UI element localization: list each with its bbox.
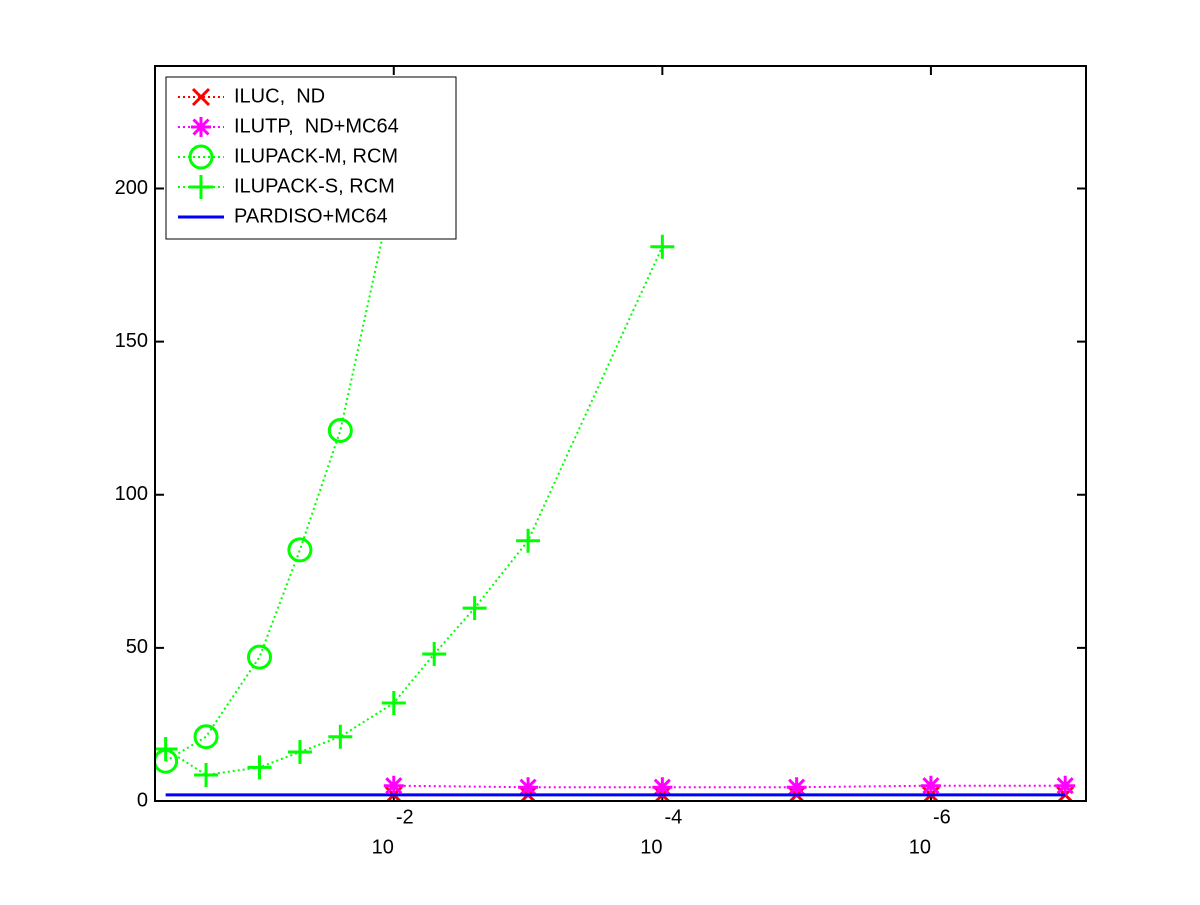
legend-label: ILUPACK-M, RCM	[234, 145, 398, 167]
marker-star	[786, 777, 807, 798]
y-tick-label: 200	[115, 177, 148, 199]
marker	[1055, 775, 1076, 796]
marker-plus	[247, 755, 272, 780]
series-line	[165, 185, 395, 763]
marker	[920, 775, 941, 796]
marker	[518, 777, 539, 798]
marker	[287, 537, 313, 563]
marker	[189, 175, 213, 199]
marker-plus	[381, 691, 406, 715]
marker	[786, 777, 807, 798]
x-tick-exponent: -6	[933, 806, 951, 828]
legend-label: ILUTP, ND+MC64	[234, 115, 399, 137]
marker	[155, 736, 178, 761]
marker-plus	[287, 740, 312, 764]
marker	[191, 87, 211, 107]
marker	[191, 117, 211, 137]
marker-circle	[327, 417, 353, 443]
axes-box	[154, 65, 1087, 802]
marker-plus	[422, 642, 447, 666]
x-tick-label: 10	[372, 836, 394, 858]
x-tick-label: 10	[640, 836, 662, 858]
marker-star	[1055, 775, 1076, 796]
marker-star	[191, 117, 211, 137]
legend-label: PARDISO+MC64	[234, 205, 388, 227]
x-tick-label: 10	[909, 836, 931, 858]
x-tick-exponent: -2	[396, 806, 414, 828]
marker	[462, 596, 487, 621]
marker-plus	[516, 528, 541, 553]
marker-star	[383, 775, 404, 796]
marker	[246, 644, 272, 670]
legend-label: ILUC, ND	[234, 85, 325, 107]
marker	[188, 144, 214, 170]
marker-plus	[189, 175, 213, 199]
marker	[328, 724, 353, 749]
marker-plus	[328, 724, 353, 749]
legend-label: ILUPACK-S, RCM	[234, 175, 395, 197]
marker	[383, 775, 404, 796]
y-tick-label: 100	[115, 483, 148, 505]
marker	[327, 417, 353, 443]
marker-circle	[246, 644, 272, 670]
y-tick-label: 150	[115, 330, 148, 352]
marker-plus	[194, 762, 219, 787]
marker	[652, 777, 673, 798]
marker	[422, 642, 447, 666]
series-line	[165, 246, 664, 777]
marker-circle	[193, 724, 219, 750]
x-tick-exponent: -4	[664, 806, 682, 828]
marker	[193, 724, 219, 750]
marker-star	[518, 777, 539, 798]
marker-plus	[462, 596, 487, 621]
marker-circle	[188, 144, 214, 170]
marker-plus	[155, 736, 178, 761]
marker-x	[191, 87, 211, 107]
marker	[287, 740, 312, 764]
marker	[247, 755, 272, 780]
marker	[650, 234, 675, 259]
y-tick-label: 50	[126, 636, 148, 658]
series-line	[393, 784, 1066, 789]
marker	[194, 762, 219, 787]
y-tick-label: 0	[137, 789, 148, 811]
marker-plus	[650, 234, 675, 259]
marker-star	[652, 777, 673, 798]
marker-star	[920, 775, 941, 796]
marker	[381, 691, 406, 715]
marker-circle	[287, 537, 313, 563]
marker	[516, 528, 541, 553]
